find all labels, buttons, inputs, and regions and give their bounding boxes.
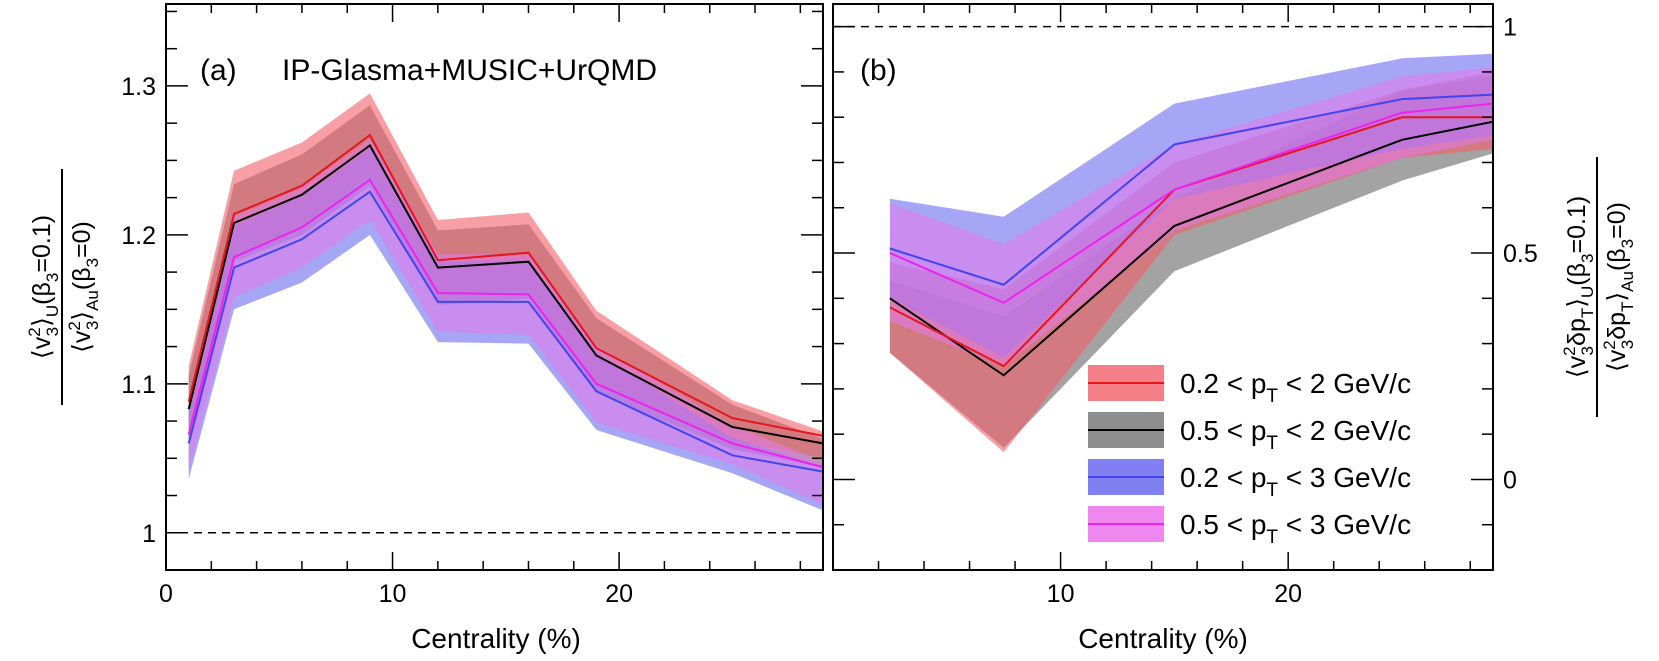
panel-a-model-label: IP-Glasma+MUSIC+UrQMD [282,54,657,87]
y-tick-label-a: 1.2 [121,222,156,250]
x-tick-label-a: 20 [605,580,633,608]
legend-entry-1: 0.5 < pT < 2 GeV/c [1088,412,1411,454]
panel-a-frame [165,3,824,571]
y-tick-label-a: 1.3 [121,73,156,101]
panel-a-tag: (a) [200,54,237,87]
panel-b-tag: (b) [860,54,897,87]
panel-a-y-title-numerator: ⟨v23⟩U(β3=0.1) [25,215,62,359]
panel-b-frame [832,3,1494,571]
legend-label-0: 0.2 < pT < 2 GeV/c [1180,368,1411,407]
legend-label-3: 0.5 < pT < 3 GeV/c [1180,509,1411,548]
panel-b-ticks: 10 20 0 0.5 1 [832,4,1538,608]
panel-b-lines [889,93,1493,377]
panel-b-bands [889,53,1493,453]
y-tick-label-b: 1 [1503,14,1517,42]
legend-label-1: 0.5 < pT < 2 GeV/c [1180,415,1411,454]
legend: 0.2 < pT < 2 GeV/c 0.5 < pT < 2 GeV/c 0.2 … [1088,365,1411,548]
band-b-series-3 [889,67,1493,367]
x-tick-label-b: 20 [1274,580,1302,608]
y-tick-label-b: 0.5 [1503,240,1538,268]
panel-b: 10 20 0 0.5 1 (b) Centrality (%) 0.2 < pT < … [832,3,1637,654]
line-b-series-2 [889,93,1493,286]
y-tick-label-a: 1.1 [121,371,156,399]
panel-a-lines [187,133,823,473]
line-a-series-1 [187,144,823,445]
panel-a-bands [188,93,823,511]
legend-entry-2: 0.2 < pT < 3 GeV/c [1088,459,1411,501]
line-a-series-3 [187,178,823,469]
line-b-series-1 [889,120,1493,377]
legend-entry-0: 0.2 < pT < 2 GeV/c [1088,365,1411,407]
panel-a-y-title-denominator: ⟨v23⟩Au(β3=0) [65,221,102,353]
panel-b-y-title-denominator: ⟨v23δpT⟩Au(β3=0) [1600,202,1637,372]
legend-label-2: 0.2 < pT < 3 GeV/c [1180,462,1411,501]
x-tick-label-a: 10 [379,580,407,608]
x-tick-label-b: 10 [1047,580,1075,608]
panel-b-x-title: Centrality (%) [1078,623,1248,654]
panel-a-x-title: Centrality (%) [411,623,581,654]
x-tick-label-a: 0 [159,580,173,608]
panel-a-ticks: 0 10 20 1 1.1 1.2 1.3 [121,4,823,608]
legend-entry-3: 0.5 < pT < 3 GeV/c [1088,506,1411,548]
panel-a: 0 10 20 1 1.1 1.2 1.3 (a) IP-Glasma+MUSIC+UrQM… [25,3,824,654]
line-b-series-3 [889,102,1493,304]
panel-b-y-title: ⟨v23δpT⟩U(β3=0.1) ⟨v23δpT⟩Au(β3=0) [1560,157,1637,417]
y-tick-label-a: 1 [142,520,156,548]
line-a-series-2 [187,190,823,473]
panel-b-y-title-numerator: ⟨v23δpT⟩U(β3=0.1) [1560,196,1597,378]
y-tick-label-b: 0 [1503,466,1517,494]
line-a-series-0 [187,133,823,437]
panel-a-y-title: ⟨v23⟩U(β3=0.1) ⟨v23⟩Au(β3=0) [25,169,102,405]
